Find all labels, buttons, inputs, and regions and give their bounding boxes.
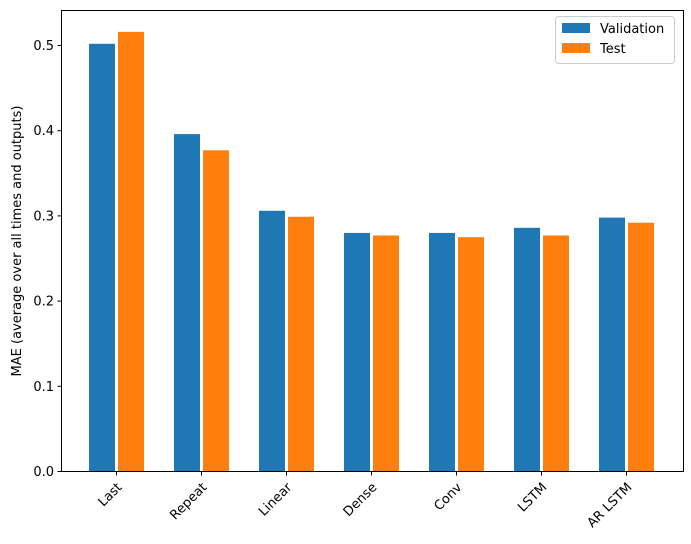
- x-tick-label: Conv: [431, 480, 465, 514]
- bar-test-conv: [458, 237, 484, 472]
- legend: Validation Test: [555, 16, 675, 64]
- y-tick-label: 0.2: [33, 295, 54, 310]
- x-tick-label: Dense: [341, 480, 381, 520]
- legend-swatch-validation: [562, 23, 590, 33]
- bar-test-ar-lstm: [628, 222, 654, 472]
- bar-test-last: [118, 31, 144, 472]
- y-tick-label: 0.1: [33, 380, 54, 395]
- plot-frame: [61, 10, 684, 472]
- bar-validation-last: [89, 43, 115, 472]
- bar-validation-lstm: [514, 227, 540, 472]
- y-tick-label: 0.0: [33, 465, 54, 480]
- bar-validation-repeat: [174, 134, 200, 472]
- y-tick-label: 0.4: [33, 124, 54, 139]
- bar-validation-linear: [259, 210, 285, 472]
- bar-test-dense: [373, 235, 399, 472]
- legend-label-test: Test: [599, 42, 626, 57]
- bar-validation-ar-lstm: [599, 217, 625, 472]
- bar-validation-dense: [344, 232, 370, 472]
- x-tick-label: AR LSTM: [585, 480, 636, 531]
- x-tick-label: Repeat: [167, 480, 210, 523]
- y-tick-label: 0.3: [33, 209, 54, 224]
- x-tick-label: LSTM: [515, 480, 550, 515]
- bar-test-lstm: [543, 235, 569, 472]
- legend-swatch-test: [562, 43, 590, 53]
- bar-test-repeat: [203, 150, 229, 472]
- y-axis-label: MAE (average over all times and outputs): [10, 106, 25, 377]
- x-tick-label: Last: [96, 480, 126, 510]
- y-tick-label: 0.5: [33, 39, 54, 54]
- x-tick-label: Linear: [256, 480, 296, 520]
- bar-test-linear: [288, 216, 314, 472]
- legend-label-validation: Validation: [600, 22, 664, 37]
- bar-validation-conv: [429, 232, 455, 472]
